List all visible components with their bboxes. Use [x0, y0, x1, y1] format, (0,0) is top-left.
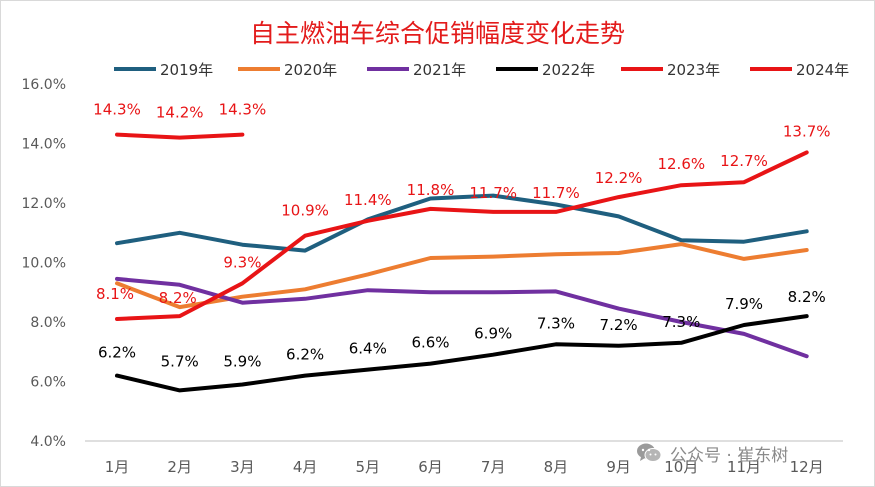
x-tick-label: 6月 — [418, 458, 443, 476]
legend: 2019年 2020年 2021年 2022年 2023年 2024年 — [0, 58, 875, 80]
data-label-2023年: 11.7% — [469, 184, 517, 202]
legend-swatch — [367, 67, 409, 71]
legend-item: 2019年 — [114, 58, 213, 80]
data-label-2022年: 6.2% — [286, 346, 324, 364]
data-label-2023年: 12.6% — [657, 155, 705, 173]
y-tick-label: 4.0% — [30, 434, 66, 450]
series-line-2024年 — [115, 132, 245, 140]
legend-label: 2024年 — [796, 60, 850, 79]
data-label-2022年: 7.2% — [600, 316, 638, 334]
series-line-2022年 — [115, 314, 809, 393]
legend-swatch — [238, 67, 280, 71]
y-tick-label: 12.0% — [22, 196, 66, 212]
x-tick-label: 10月 — [664, 458, 698, 476]
data-label-2023年: 11.8% — [407, 181, 455, 199]
legend-label: 2019年 — [160, 60, 214, 79]
y-tick-label: 14.0% — [22, 137, 66, 153]
legend-swatch — [496, 67, 538, 71]
data-label-2023年: 13.7% — [783, 122, 831, 140]
legend-item: 2024年 — [750, 58, 849, 80]
data-label-2023年: 11.7% — [532, 184, 580, 202]
data-label-2023年: 8.2% — [159, 289, 197, 307]
data-label-2022年: 5.9% — [223, 352, 261, 370]
data-label-2022年: 5.7% — [161, 352, 199, 370]
data-label-2023年: 10.9% — [281, 202, 329, 220]
series-line-2023年 — [115, 150, 809, 321]
data-label-2024年: 14.3% — [219, 101, 267, 119]
x-tick-label: 12月 — [790, 458, 824, 476]
data-label-2022年: 6.4% — [349, 340, 387, 358]
wechat-icon — [637, 443, 662, 462]
watermark: 公众号 · 崔东树 — [636, 440, 788, 466]
legend-swatch — [750, 67, 792, 71]
x-tick-label: 5月 — [356, 458, 381, 476]
x-tick-label: 9月 — [606, 458, 631, 476]
legend-label: 2021年 — [413, 60, 467, 79]
legend-swatch — [621, 67, 663, 71]
y-tick-label: 10.0% — [22, 256, 66, 272]
x-tick-label: 2月 — [167, 458, 192, 476]
data-label-2024年: 14.2% — [156, 104, 204, 122]
data-label-2022年: 6.6% — [411, 334, 449, 352]
data-label-2023年: 8.1% — [96, 285, 134, 303]
data-label-2023年: 12.2% — [595, 169, 643, 187]
data-label-2023年: 11.4% — [344, 191, 392, 209]
watermark-text: 公众号 · 崔东树 — [670, 445, 789, 466]
legend-item: 2021年 — [367, 58, 466, 80]
chart-title: 自主燃油车综合促销幅度变化走势 — [249, 19, 625, 48]
legend-label: 2020年 — [284, 60, 338, 79]
data-label-2022年: 7.9% — [725, 295, 763, 313]
legend-swatch — [114, 67, 156, 71]
legend-label: 2022年 — [542, 60, 596, 79]
y-tick-label: 16.0% — [22, 77, 66, 93]
data-label-2022年: 8.2% — [788, 288, 826, 306]
legend-label: 2023年 — [667, 60, 721, 79]
data-label-2022年: 6.9% — [474, 325, 512, 343]
series-line-2021年 — [115, 276, 809, 359]
legend-item: 2022年 — [496, 58, 595, 80]
x-tick-label: 1月 — [105, 458, 130, 476]
y-tick-label: 6.0% — [30, 375, 66, 391]
y-tick-label: 8.0% — [30, 315, 66, 331]
x-tick-label: 3月 — [230, 458, 255, 476]
legend-item: 2020年 — [238, 58, 337, 80]
data-label-2022年: 7.3% — [537, 314, 575, 332]
data-label-2024年: 14.3% — [93, 101, 141, 119]
x-tick-label: 4月 — [293, 458, 318, 476]
x-tick-label: 8月 — [544, 458, 569, 476]
data-label-2023年: 9.3% — [223, 253, 261, 271]
x-tick-label: 7月 — [481, 458, 506, 476]
data-label-2022年: 6.2% — [98, 344, 136, 362]
data-label-2022年: 7.3% — [662, 313, 700, 331]
series-line-2019年 — [115, 193, 809, 253]
legend-item: 2023年 — [621, 58, 720, 80]
data-label-2023年: 12.7% — [720, 152, 768, 170]
x-tick-label: 11月 — [727, 458, 761, 476]
